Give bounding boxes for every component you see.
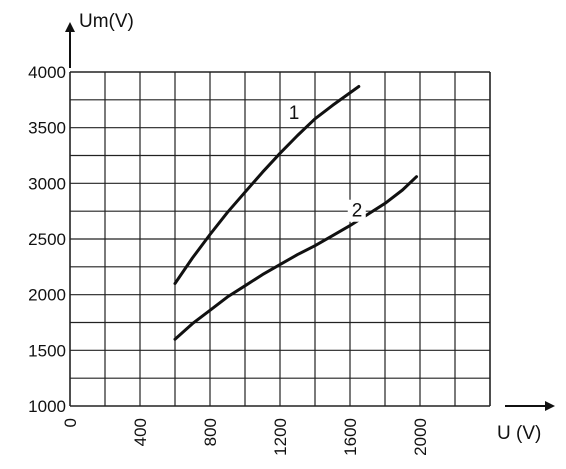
series-label-1: 1: [289, 103, 300, 124]
x-tick-label: 400: [131, 418, 150, 446]
y-tick-label: 2000: [28, 286, 66, 305]
series-label-bg: [284, 101, 303, 124]
series-line-1: [173, 85, 361, 285]
y-tick-label: 2500: [28, 230, 66, 249]
x-axis-title: U (V): [497, 423, 541, 444]
y-tick-label: 1000: [28, 397, 66, 416]
tick-labels: 1000 1500 2000 2500 3000 3500 4000 0 400 800 1200 1…: [28, 63, 430, 456]
y-tick-label: 4000: [28, 63, 66, 82]
grid: [69, 71, 491, 407]
x-tick-label: 1600: [341, 418, 360, 456]
x-tick-label: 1200: [271, 418, 290, 456]
y-tick-label: 3000: [28, 174, 66, 193]
y-tick-label: 3500: [28, 119, 66, 138]
series-line-2: [173, 175, 418, 341]
x-tick-label: 800: [201, 418, 220, 446]
curves: 12: [173, 85, 418, 341]
y-axis-title: Um(V): [79, 11, 134, 32]
x-tick-label: 0: [61, 418, 80, 427]
y-tick-label: 1500: [28, 341, 66, 360]
series-label-2: 2: [352, 201, 363, 222]
x-tick-label: 2000: [411, 418, 430, 456]
series-label-bg: [347, 199, 366, 222]
